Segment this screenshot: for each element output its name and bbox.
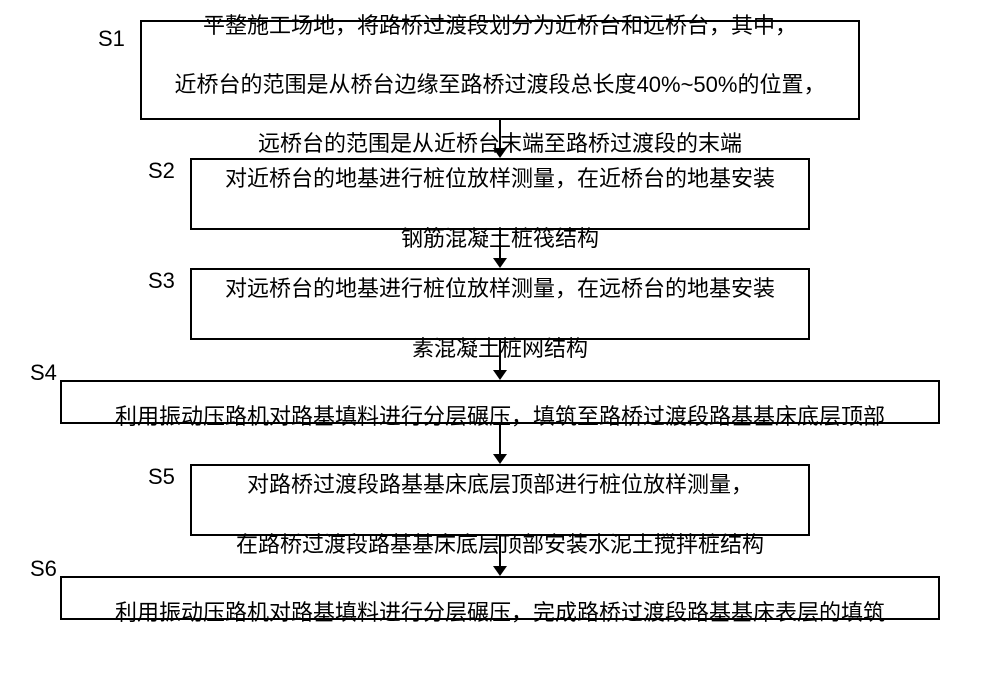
flowchart-canvas: S1 平整施工场地，将路桥过渡段划分为近桥台和远桥台，其中， 近桥台的范围是从桥… bbox=[0, 0, 1000, 692]
s2-line1: 对近桥台的地基进行桩位放样测量，在近桥台的地基安装 bbox=[225, 166, 775, 191]
step-box-s6: 利用振动压路机对路基填料进行分层碾压，完成路桥过渡段路基基床表层的填筑 bbox=[60, 576, 940, 620]
arrow-s3-s4-line bbox=[499, 340, 501, 370]
s1-line1: 平整施工场地，将路桥过渡段划分为近桥台和远桥台，其中， bbox=[203, 13, 797, 38]
step-box-s1: 平整施工场地，将路桥过渡段划分为近桥台和远桥台，其中， 近桥台的范围是从桥台边缘… bbox=[140, 20, 860, 120]
s5-line1: 对路桥过渡段路基基床底层顶部进行桩位放样测量， bbox=[247, 472, 753, 497]
step-text-s4: 利用振动压路机对路基填料进行分层碾压，填筑至路桥过渡段路基基床底层顶部 bbox=[115, 372, 885, 431]
step-text-s6: 利用振动压路机对路基填料进行分层碾压，完成路桥过渡段路基基床表层的填筑 bbox=[115, 568, 885, 627]
s1-line2: 近桥台的范围是从桥台边缘至路桥过渡段总长度40%~50%的位置， bbox=[175, 72, 826, 97]
step-label-s4: S4 bbox=[30, 362, 57, 384]
step-label-s2: S2 bbox=[148, 160, 175, 182]
step-box-s5: 对路桥过渡段路基基床底层顶部进行桩位放样测量， 在路桥过渡段路基基床底层顶部安装… bbox=[190, 464, 810, 536]
step-label-s5: S5 bbox=[148, 466, 175, 488]
step-box-s4: 利用振动压路机对路基填料进行分层碾压，填筑至路桥过渡段路基基床底层顶部 bbox=[60, 380, 940, 424]
step-box-s2: 对近桥台的地基进行桩位放样测量，在近桥台的地基安装 钢筋混凝土桩筏结构 bbox=[190, 158, 810, 230]
step-label-s3: S3 bbox=[148, 270, 175, 292]
step-label-s6: S6 bbox=[30, 558, 57, 580]
step-label-s1: S1 bbox=[98, 28, 125, 50]
s3-line1: 对远桥台的地基进行桩位放样测量，在远桥台的地基安装 bbox=[225, 276, 775, 301]
step-box-s3: 对远桥台的地基进行桩位放样测量，在远桥台的地基安装 素混凝土桩网结构 bbox=[190, 268, 810, 340]
arrow-s5-s6-line bbox=[499, 536, 501, 566]
s6-line1: 利用振动压路机对路基填料进行分层碾压，完成路桥过渡段路基基床表层的填筑 bbox=[115, 600, 885, 625]
